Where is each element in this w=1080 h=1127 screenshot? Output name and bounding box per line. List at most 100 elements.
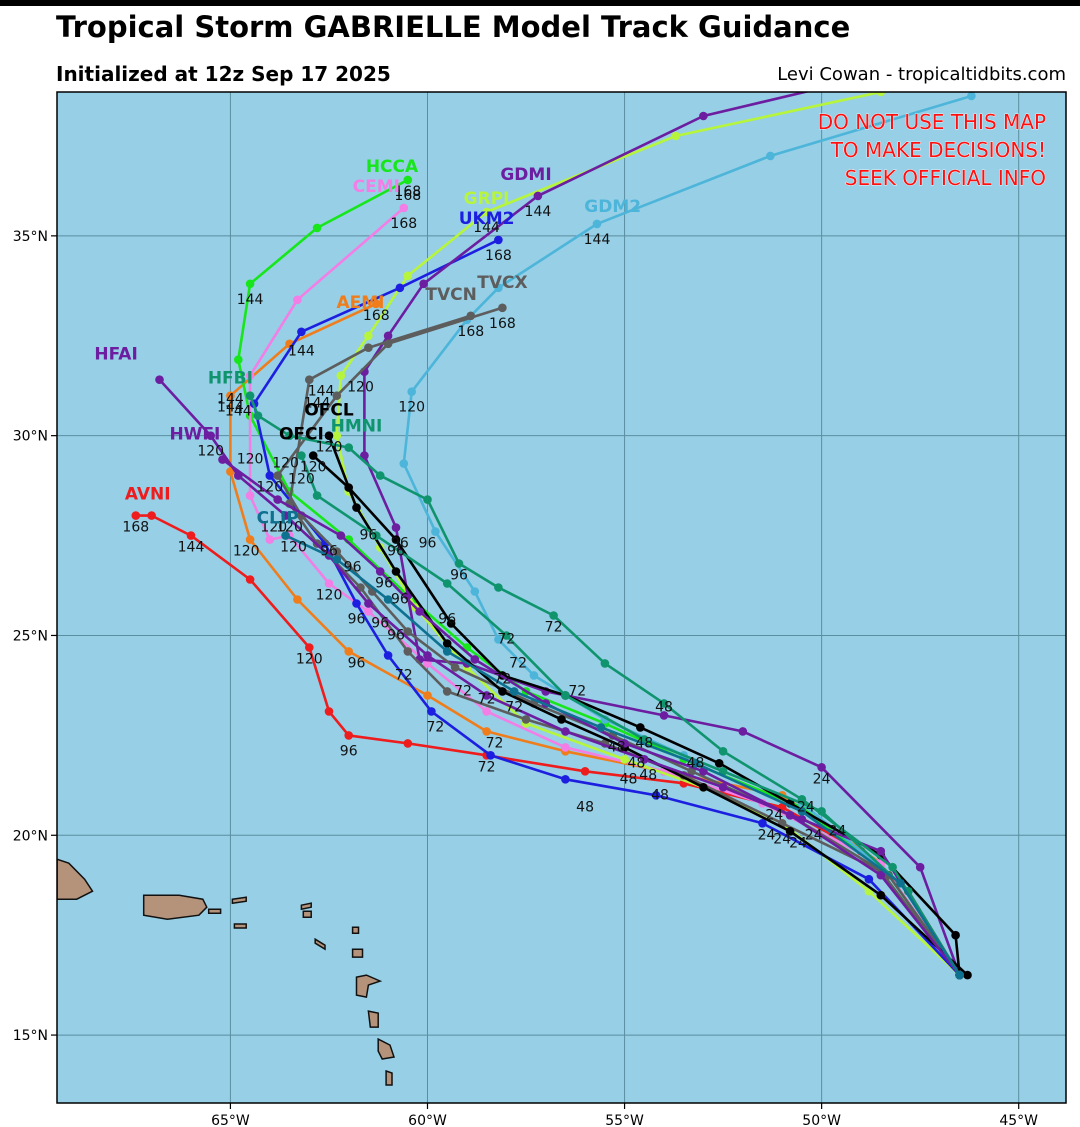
track-point (293, 295, 302, 305)
track-point (817, 807, 826, 816)
forecast-hour-label: 72 (497, 632, 515, 648)
track-point (332, 431, 342, 441)
track-point (375, 567, 385, 576)
forecast-hour-label: 120 (260, 520, 287, 536)
track-point (659, 699, 669, 708)
track-point (281, 511, 290, 520)
forecast-hour-label: 96 (375, 576, 393, 592)
land-virgin-islands (231, 896, 247, 905)
plot-frame (56, 91, 1067, 1104)
axis-ticks: 65°W 60°W 55°W 50°W 45°W 15°N 20°N 25°N 30°N 35°N (13, 229, 1038, 1127)
lon-tick-label: 50°W (802, 1113, 841, 1127)
top-border (0, 0, 1080, 6)
track-point (876, 92, 886, 97)
forecast-hour-label: 96 (438, 612, 456, 628)
track-point (332, 555, 342, 564)
forecast-hour-label: 144 (217, 392, 244, 408)
track-point (494, 583, 503, 592)
model-tracks (131, 92, 976, 980)
warning-line: SEEK OFFICIAL INFO (845, 166, 1046, 190)
forecast-hour-label: 168 (457, 324, 484, 340)
forecast-hour-label: 144 (473, 220, 500, 236)
track-point (470, 655, 480, 664)
track-point (502, 631, 511, 640)
forecast-hour-label: 48 (627, 755, 645, 771)
track-point (820, 92, 824, 93)
track-point (245, 279, 255, 289)
forecast-hour-label: 144 (237, 292, 264, 308)
track-point (482, 207, 491, 217)
forecast-hour-label: 24 (797, 799, 815, 815)
forecast-hour-label: 96 (340, 743, 358, 759)
forecast-hour-label: 144 (217, 400, 244, 416)
track-point (888, 862, 897, 872)
track-point (620, 755, 629, 764)
track-point (659, 711, 669, 720)
forecast-hour-label: 24 (805, 827, 823, 843)
warning-box: DO NOT USE THIS MAP TO MAKE DECISIONS! SEE… (817, 110, 1046, 191)
track-point (372, 299, 381, 309)
track-gdmi (360, 92, 964, 980)
land-st-lucia (385, 1069, 393, 1086)
track-point (640, 755, 649, 764)
forecast-hour-label: 144 (225, 404, 252, 420)
forecast-hour-label: 72 (486, 735, 504, 751)
track-point (407, 387, 417, 397)
track-point (600, 659, 610, 668)
model-name-ofci: OFCI (279, 425, 324, 445)
track-point (324, 579, 334, 588)
warning-line: DO NOT USE THIS MAP (818, 110, 1046, 134)
track-point (364, 607, 373, 616)
track-point (442, 579, 452, 588)
track-point (253, 411, 263, 421)
track-point (265, 471, 275, 480)
forecast-hour-label: 24 (789, 835, 807, 851)
forecast-hour-label: 96 (320, 544, 338, 560)
track-point (955, 970, 964, 980)
track-point (442, 687, 452, 696)
track-point (876, 890, 886, 900)
track-point (415, 607, 424, 616)
page-title: Tropical Storm GABRIELLE Model Track Gui… (56, 10, 851, 44)
warning-line: TO MAKE DECISIONS! (830, 138, 1046, 162)
track-line-clip (285, 534, 961, 976)
track-point (226, 391, 235, 401)
track-cemi (245, 203, 964, 980)
track-point (963, 970, 972, 980)
track-point (699, 111, 708, 121)
model-name-tvcx: TVCX (477, 273, 527, 293)
forecast-hour-label: 168 (390, 216, 417, 232)
model-name-aemi: AEMI (336, 293, 384, 313)
forecast-hour-label: 96 (348, 612, 366, 628)
track-point (915, 862, 925, 872)
track-point (234, 355, 243, 365)
forecast-hour-label: 144 (288, 344, 315, 360)
track-point (596, 723, 606, 732)
forecast-hour-label: 96 (344, 560, 362, 576)
land-martinique (377, 1037, 395, 1060)
track-point (332, 547, 342, 556)
forecast-hour-label: 120 (316, 588, 343, 604)
land-dominica (367, 1010, 379, 1028)
forecast-hour-label: 96 (387, 544, 405, 560)
track-point (785, 811, 795, 820)
forecast-hour-label: 96 (450, 568, 468, 584)
track-point (446, 619, 456, 628)
track-point (308, 451, 318, 460)
track-point (147, 511, 156, 520)
forecast-hour-label: 120 (288, 472, 315, 488)
track-point (245, 535, 255, 544)
track-point (651, 791, 661, 800)
track-point (494, 635, 503, 644)
forecast-hour-label: 72 (478, 691, 496, 707)
track-point (876, 870, 886, 880)
forecast-hour-label: 96 (371, 616, 389, 632)
forecast-hour-label: 72 (568, 683, 586, 699)
track-point (498, 687, 507, 696)
track-point (967, 92, 976, 101)
forecast-hour-label: 48 (608, 739, 626, 755)
track-point (817, 763, 826, 772)
lat-tick-label: 35°N (13, 229, 48, 245)
